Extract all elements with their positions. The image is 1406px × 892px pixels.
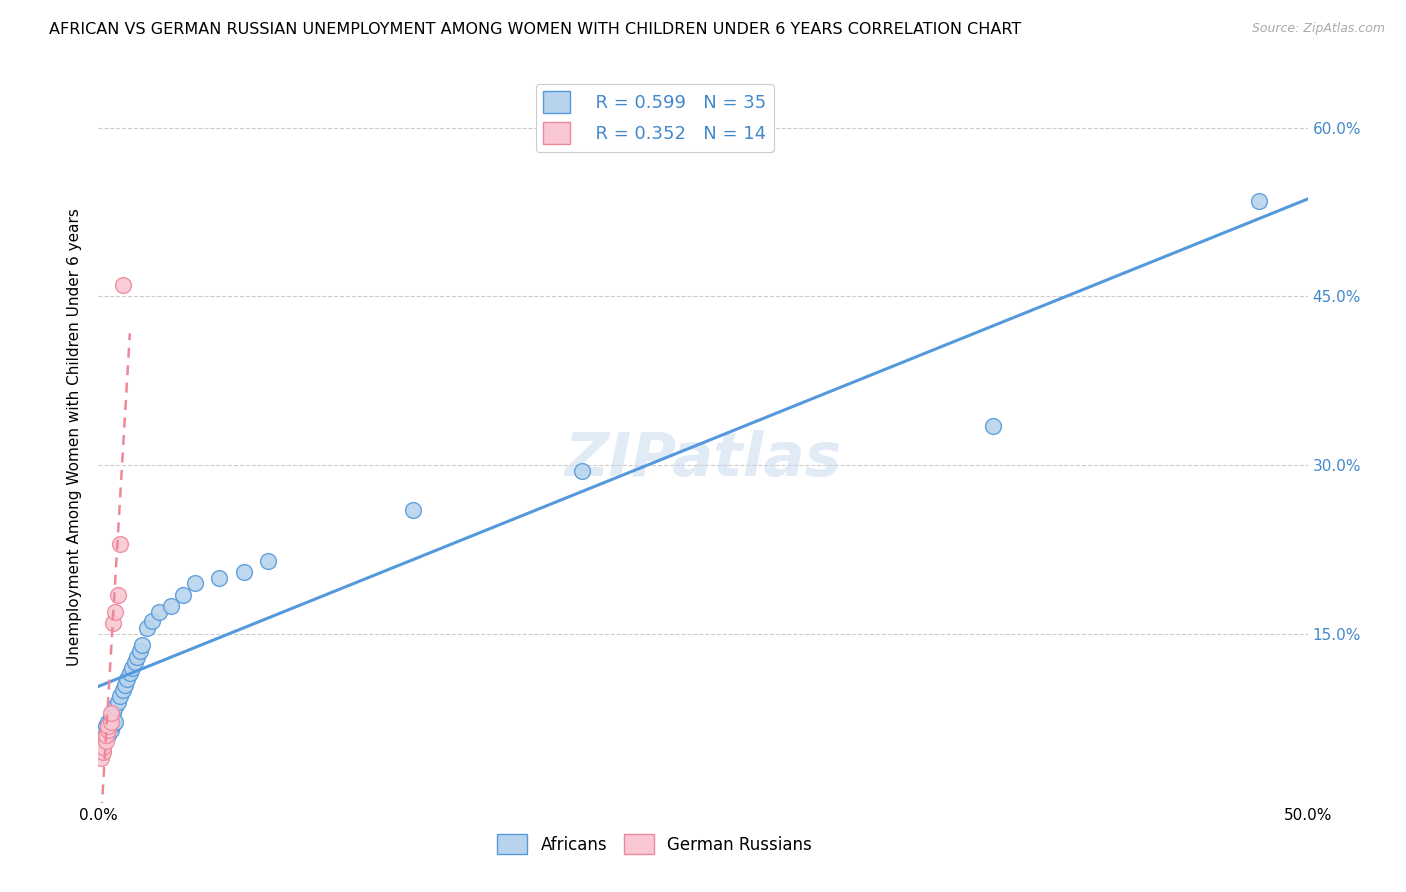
Point [101, 717, 124, 731]
Point [114, 678, 136, 692]
Point [97, 723, 120, 737]
Point [184, 576, 207, 591]
Point [256, 554, 278, 568]
Point [104, 714, 127, 729]
Text: Source: ZipAtlas.com: Source: ZipAtlas.com [1251, 22, 1385, 36]
Point [97, 714, 120, 729]
Point [121, 661, 143, 675]
Point [402, 503, 425, 517]
Point [111, 278, 134, 293]
Point [108, 537, 131, 551]
Point [172, 588, 194, 602]
Point [104, 605, 127, 619]
Point [1249, 194, 1271, 208]
Y-axis label: Unemployment Among Women with Children Under 6 years: Unemployment Among Women with Children U… [67, 208, 83, 666]
Point [232, 565, 254, 579]
Point [131, 638, 153, 652]
Point [100, 714, 122, 729]
Point [117, 672, 139, 686]
Point [101, 615, 124, 630]
Point [90, 751, 112, 765]
Point [100, 723, 122, 737]
Point [107, 588, 129, 602]
Point [94, 726, 117, 740]
Point [118, 666, 141, 681]
Point [107, 694, 129, 708]
Point [128, 644, 150, 658]
Point [135, 621, 157, 635]
Point [94, 728, 117, 742]
Point [104, 700, 127, 714]
Text: ZIPatlas: ZIPatlas [564, 430, 842, 489]
Point [97, 728, 120, 742]
Point [97, 719, 120, 733]
Point [100, 706, 122, 720]
Point [208, 571, 231, 585]
Point [94, 719, 117, 733]
Point [148, 605, 170, 619]
Point [127, 649, 149, 664]
Point [571, 464, 593, 478]
Point [91, 739, 114, 754]
Text: AFRICAN VS GERMAN RUSSIAN UNEMPLOYMENT AMONG WOMEN WITH CHILDREN UNDER 6 YEARS C: AFRICAN VS GERMAN RUSSIAN UNEMPLOYMENT A… [49, 22, 1022, 37]
Point [160, 599, 183, 613]
Legend: Africans, German Russians: Africans, German Russians [491, 828, 818, 860]
Point [91, 734, 114, 748]
Point [100, 711, 122, 725]
Point [108, 689, 131, 703]
Point [91, 745, 114, 759]
Point [981, 418, 1004, 433]
Point [94, 734, 117, 748]
Point [111, 683, 134, 698]
Point [124, 655, 146, 669]
Point [101, 706, 124, 720]
Point [141, 614, 163, 628]
